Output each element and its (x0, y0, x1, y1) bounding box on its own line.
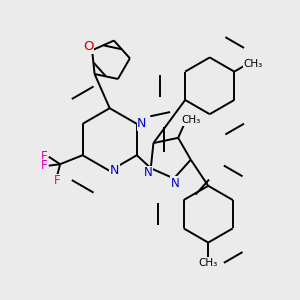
Text: N: N (170, 177, 179, 190)
Text: CH₃: CH₃ (244, 59, 263, 69)
Text: N: N (144, 167, 153, 179)
Text: F: F (41, 150, 47, 163)
Text: CH₃: CH₃ (199, 259, 218, 269)
Text: N: N (110, 164, 119, 177)
Text: CH₃: CH₃ (182, 116, 201, 125)
Text: N: N (137, 117, 147, 130)
Text: F: F (41, 159, 47, 172)
Text: F: F (54, 174, 61, 188)
Text: O: O (83, 40, 94, 53)
